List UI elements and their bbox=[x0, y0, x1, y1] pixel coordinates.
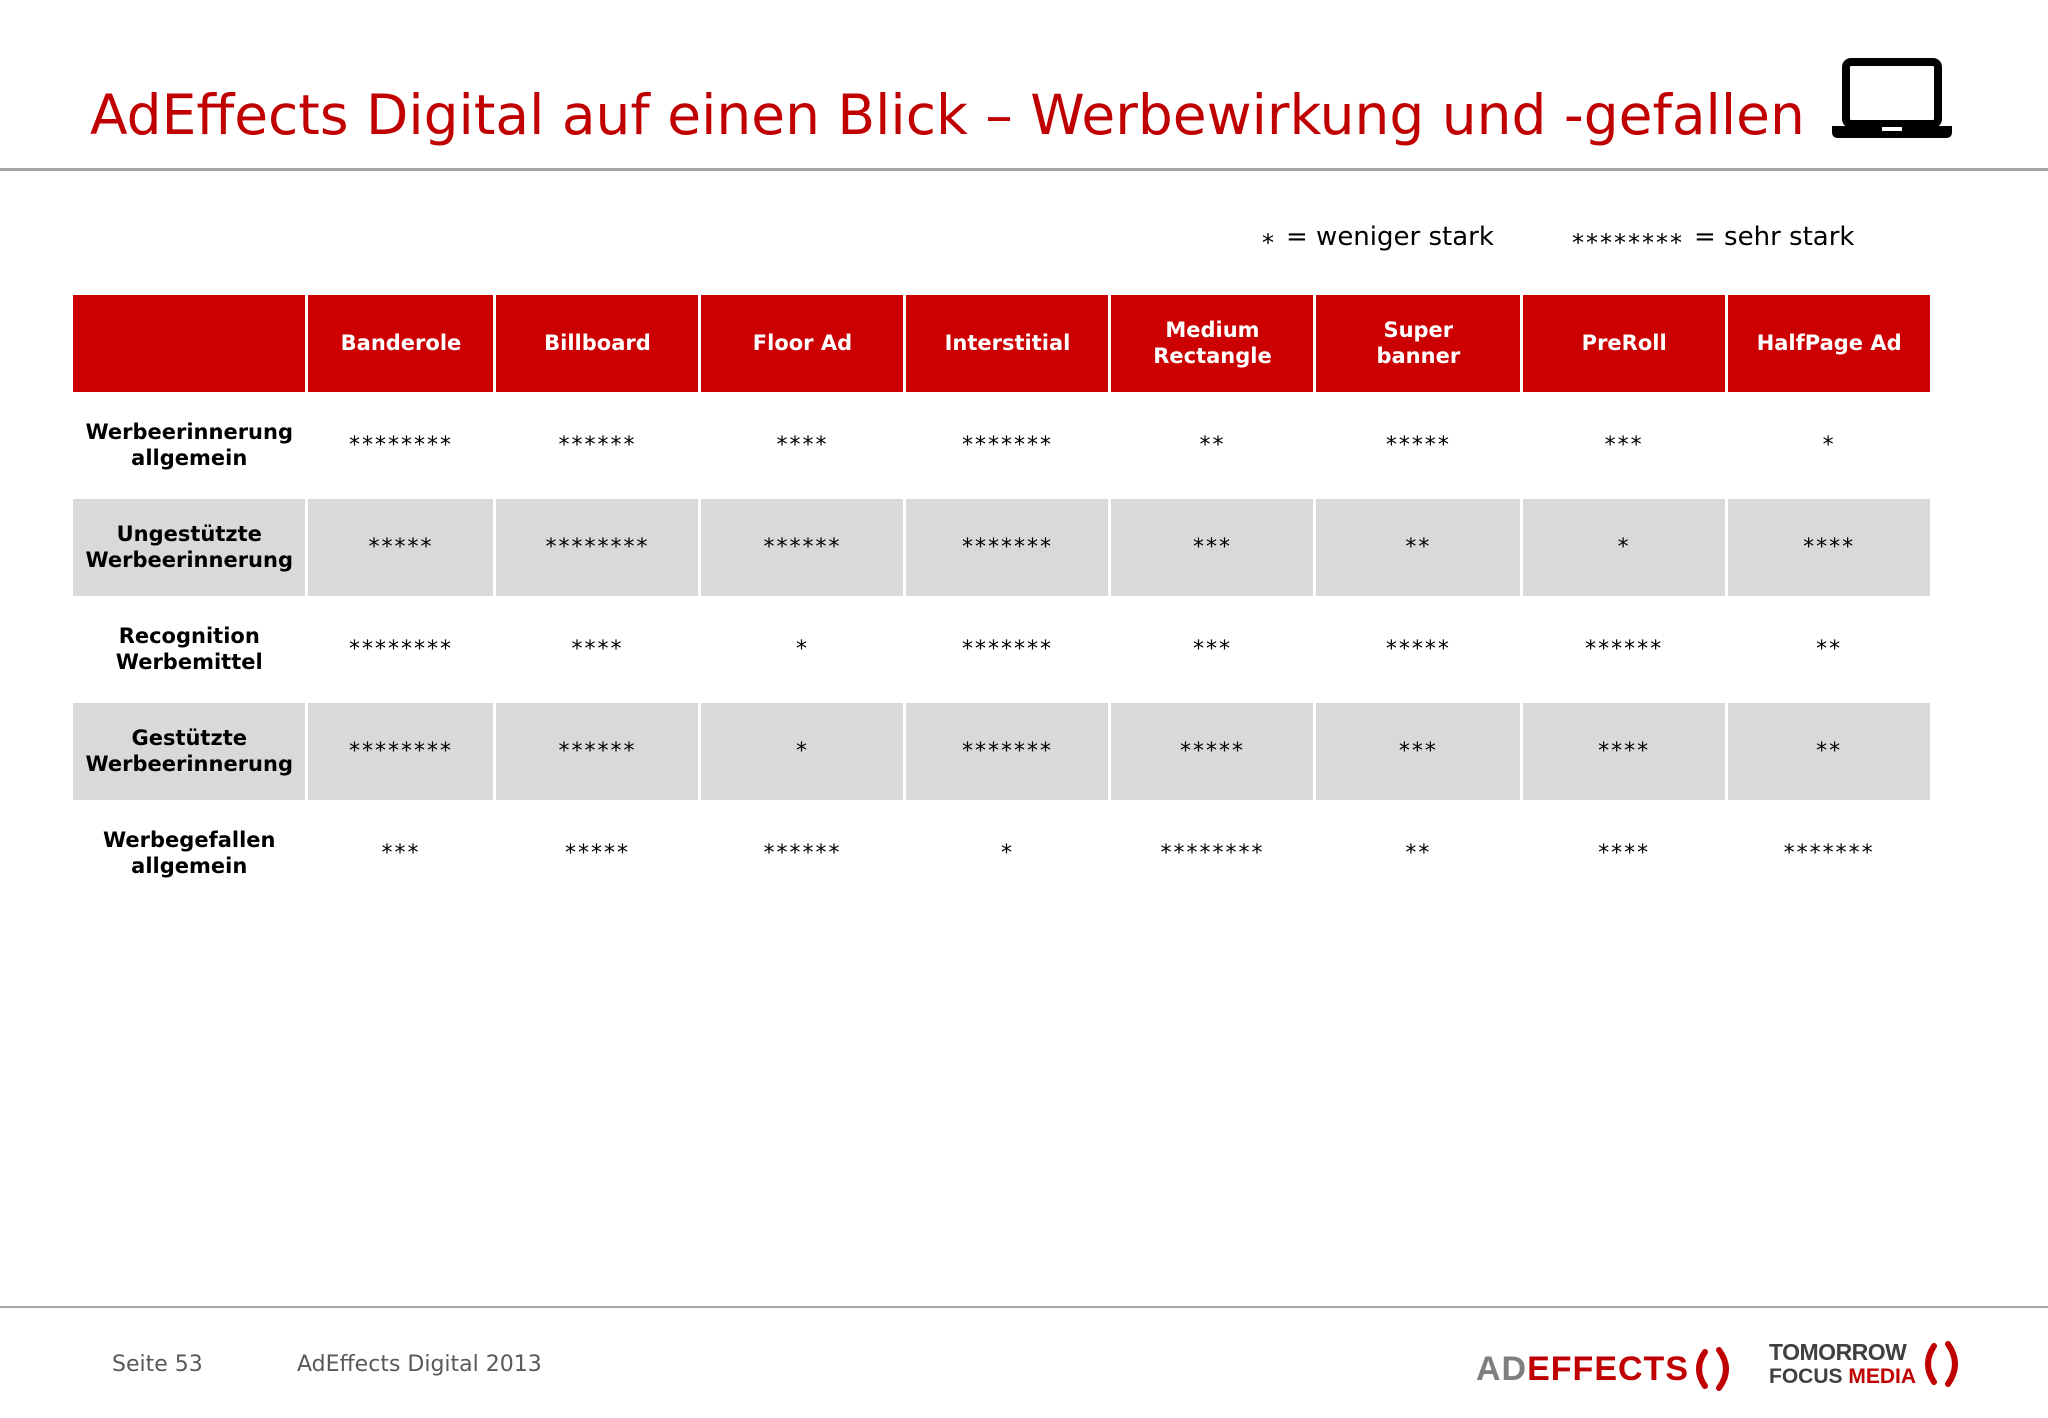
column-header-preroll: PreRoll bbox=[1523, 295, 1726, 392]
rating-cell: ****** bbox=[496, 703, 699, 800]
table-row: Werbeerinnerung allgemein ******** *****… bbox=[73, 395, 1930, 496]
row-label: Gestützte Werbeerinnerung bbox=[73, 703, 306, 800]
adeffects-logo-ad: AD bbox=[1476, 1349, 1528, 1388]
header-divider bbox=[0, 168, 2048, 171]
column-header-interstitial: Interstitial bbox=[906, 295, 1109, 392]
rating-cell: ***** bbox=[564, 841, 630, 866]
rating-cell: ***** bbox=[308, 499, 494, 596]
rating-matrix: Banderole Billboard Floor Ad Interstitia… bbox=[70, 292, 1933, 907]
column-header-banderole: Banderole bbox=[308, 295, 494, 392]
rating-cell: ***** bbox=[1111, 703, 1314, 800]
rating-cell: * bbox=[1822, 433, 1836, 458]
page-title: AdEffects Digital auf einen Blick – Werb… bbox=[90, 83, 1805, 147]
rating-cell: **** bbox=[1598, 841, 1651, 866]
rating-cell: ******** bbox=[348, 637, 453, 662]
rating-cell: ****** bbox=[558, 433, 637, 458]
laptop-icon bbox=[1832, 58, 1952, 138]
row-label: Werbeerinnerung allgemein bbox=[85, 420, 293, 470]
rating-cell: ******* bbox=[906, 499, 1109, 596]
rating-cell: *** bbox=[1316, 703, 1521, 800]
rating-cell: ****** bbox=[1585, 637, 1664, 662]
rating-cell: *** bbox=[1111, 499, 1314, 596]
footer-source: AdEffects Digital 2013 bbox=[297, 1352, 542, 1377]
rating-cell: * bbox=[1523, 499, 1726, 596]
rating-cell: ** bbox=[1816, 637, 1843, 662]
rating-cell: ** bbox=[1728, 703, 1931, 800]
rating-cell: ******** bbox=[348, 433, 453, 458]
legend-strong: ******** = sehr stark bbox=[1572, 222, 1855, 257]
table-row: Gestützte Werbeerinnerung ******** *****… bbox=[73, 703, 1931, 800]
table-row: Ungestützte Werbeerinnerung ***** ******… bbox=[73, 499, 1931, 596]
row-label: Ungestützte Werbeerinnerung bbox=[73, 499, 306, 596]
legend-weak: * = weniger stark bbox=[1262, 222, 1494, 257]
rating-cell: ******* bbox=[961, 637, 1053, 662]
column-header-medium-rectangle: Medium Rectangle bbox=[1111, 295, 1314, 392]
rating-cell: ******** bbox=[496, 499, 699, 596]
rating-cell: * bbox=[795, 637, 809, 662]
column-header-billboard: Billboard bbox=[496, 295, 699, 392]
rating-cell: ***** bbox=[1385, 433, 1451, 458]
table-row: Recognition Werbemittel ******** **** * … bbox=[73, 599, 1930, 700]
rating-cell: ****** bbox=[701, 499, 904, 596]
rating-cell: **** bbox=[1523, 703, 1726, 800]
rating-cell: ******* bbox=[906, 703, 1109, 800]
rating-cell: ******* bbox=[1783, 841, 1875, 866]
rating-cell: ******** bbox=[1160, 841, 1265, 866]
legend-weak-label: = weniger stark bbox=[1286, 222, 1494, 252]
tfm-logo-tomorrow: TOMORROW bbox=[1769, 1339, 1907, 1365]
rating-cell: ** bbox=[1199, 433, 1226, 458]
legend-strong-symbol: ******** bbox=[1572, 229, 1684, 257]
column-header-floor-ad: Floor Ad bbox=[701, 295, 904, 392]
column-header-super-banner: Super banner bbox=[1316, 295, 1521, 392]
page-number: Seite 53 bbox=[112, 1352, 203, 1377]
rating-cell: ** bbox=[1405, 841, 1432, 866]
row-label: Werbegefallen allgemein bbox=[103, 828, 276, 878]
rating-cell: ***** bbox=[1385, 637, 1451, 662]
header-row: Banderole Billboard Floor Ad Interstitia… bbox=[73, 295, 1931, 392]
legend-weak-symbol: * bbox=[1262, 229, 1276, 257]
rating-cell: ******* bbox=[961, 433, 1053, 458]
rating-cell: *** bbox=[381, 841, 421, 866]
rating-cell: **** bbox=[1728, 499, 1931, 596]
rating-cell: *** bbox=[1192, 637, 1232, 662]
rating-cell: * bbox=[701, 703, 904, 800]
bracket-mark-icon bbox=[1696, 1347, 1730, 1391]
footer-divider bbox=[0, 1306, 2048, 1308]
tomorrow-focus-media-logo: TOMORROW FOCUS MEDIA bbox=[1769, 1340, 1964, 1388]
rating-cell: * bbox=[1000, 841, 1014, 866]
rating-cell: ****** bbox=[763, 841, 842, 866]
adeffects-logo: AD EFFECTS bbox=[1476, 1346, 1737, 1392]
adeffects-logo-effects: EFFECTS bbox=[1527, 1349, 1690, 1388]
tfm-logo-media: MEDIA bbox=[1848, 1365, 1917, 1388]
rating-cell: *** bbox=[1604, 433, 1644, 458]
rating-cell: **** bbox=[571, 637, 624, 662]
row-label: Recognition Werbemittel bbox=[115, 624, 263, 674]
legend-strong-label: = sehr stark bbox=[1694, 222, 1855, 252]
corner-cell bbox=[73, 295, 306, 392]
table-row: Werbegefallen allgemein *** ***** ******… bbox=[73, 803, 1930, 904]
rating-cell: ******** bbox=[308, 703, 494, 800]
bracket-mark-icon bbox=[1925, 1341, 1959, 1387]
rating-cell: **** bbox=[776, 433, 829, 458]
rating-cell: ** bbox=[1316, 499, 1521, 596]
column-header-halfpage-ad: HalfPage Ad bbox=[1728, 295, 1931, 392]
tfm-logo-focus: FOCUS bbox=[1769, 1365, 1843, 1388]
